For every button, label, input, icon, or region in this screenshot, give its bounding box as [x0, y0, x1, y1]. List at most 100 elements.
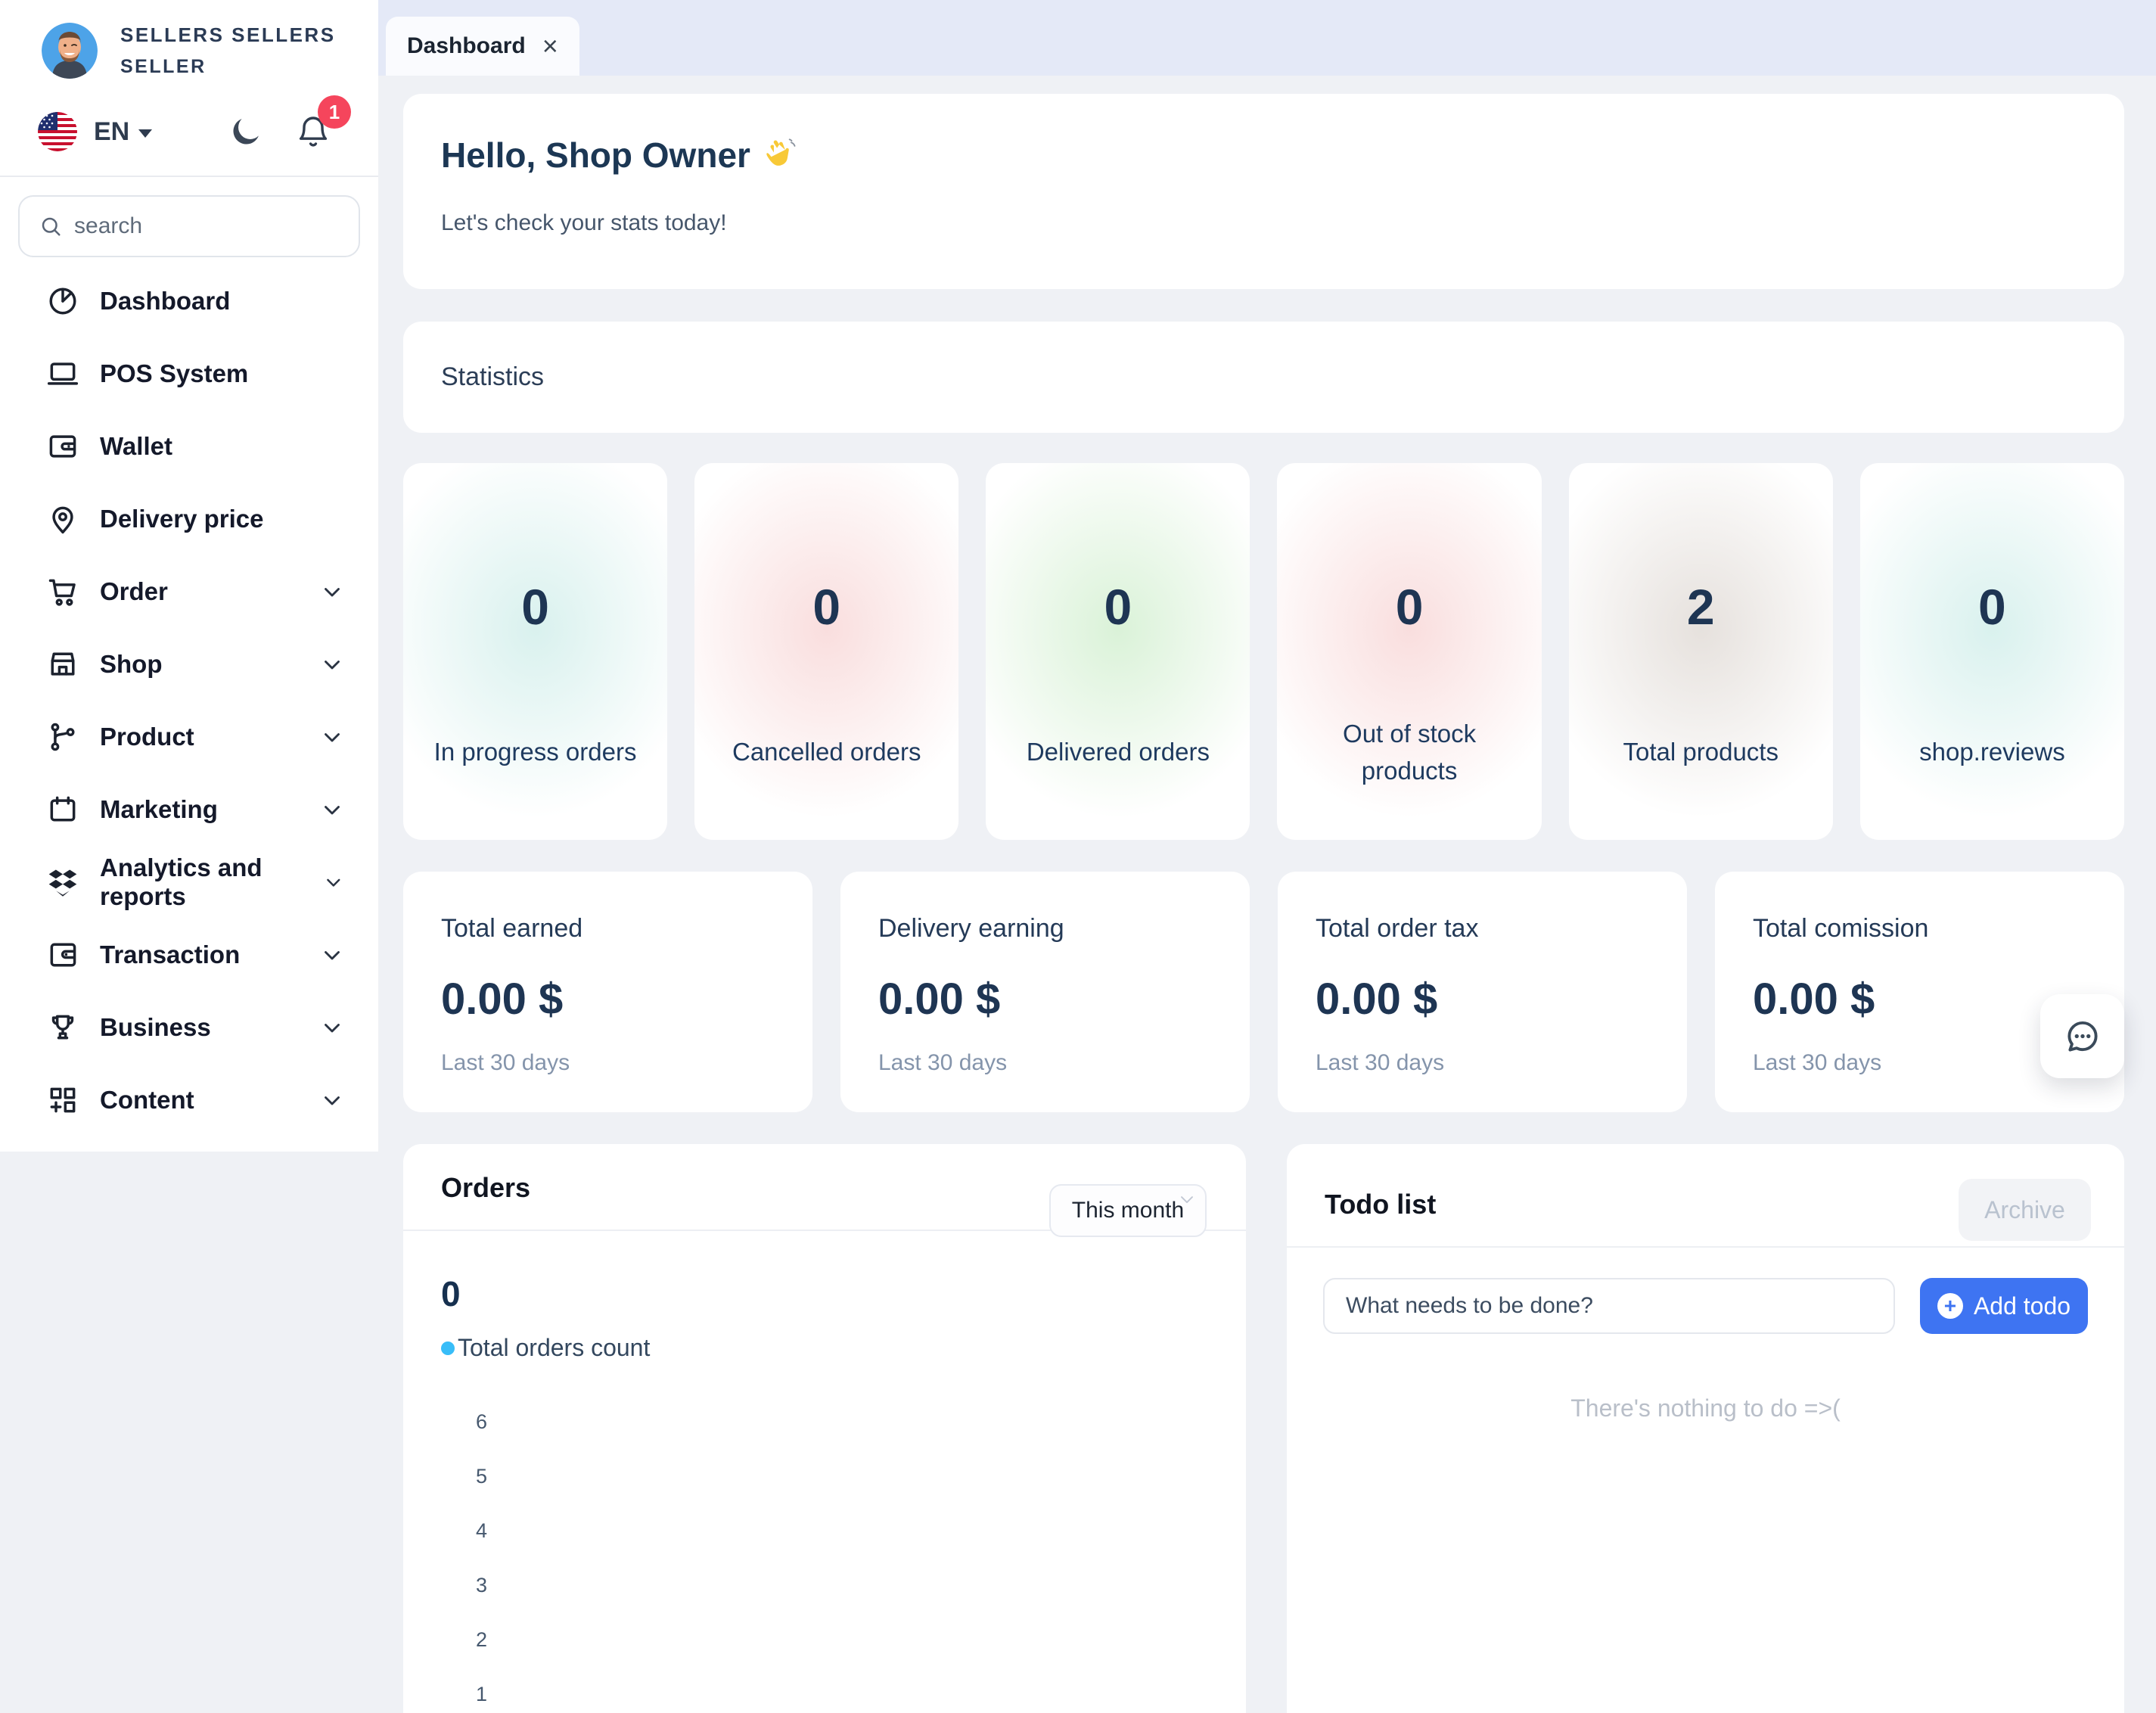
- y-axis-tick: 6: [476, 1410, 488, 1433]
- earning-cards-row: Total earned 0.00 $ Last 30 days Deliver…: [403, 872, 2124, 1112]
- greeting-card: Hello, Shop Owner Let's check your stats…: [403, 94, 2124, 289]
- content-grid-icon: [45, 1083, 80, 1117]
- analytics-icon: [45, 866, 80, 899]
- stat-card-out-of-stock-products: 0 Out of stock products: [1277, 463, 1542, 840]
- chevron-down-icon: [325, 1096, 340, 1105]
- bottom-row: Orders This month 0 Total orders count: [403, 1144, 2124, 1713]
- tab-dashboard[interactable]: Dashboard ×: [386, 17, 579, 76]
- orders-title: Orders: [441, 1172, 531, 1203]
- sidebar-item-marketing[interactable]: Marketing: [0, 773, 378, 846]
- chevron-down-icon: [1181, 1196, 1193, 1204]
- chevron-down-icon: [325, 588, 340, 597]
- search-input[interactable]: [74, 213, 339, 239]
- chevron-down-icon: [325, 951, 340, 960]
- cart-icon: [45, 575, 80, 608]
- earning-card-total-earned: Total earned 0.00 $ Last 30 days: [403, 872, 812, 1112]
- todo-empty-state: There's nothing to do =>(: [1570, 1394, 1841, 1422]
- stat-value: 0: [812, 579, 841, 635]
- map-pin-icon: [45, 502, 80, 536]
- chevron-down-icon: [327, 878, 340, 887]
- chevron-down-icon: [138, 129, 153, 138]
- sidebar-item-content[interactable]: Content: [0, 1064, 378, 1136]
- language-selector[interactable]: EN: [94, 117, 130, 146]
- notification-badge: 1: [318, 95, 351, 129]
- notifications-button[interactable]: 1: [295, 95, 351, 150]
- todo-header: Todo list Archive: [1287, 1144, 2124, 1248]
- todo-title: Todo list: [1325, 1189, 1437, 1220]
- y-axis-tick: 5: [476, 1464, 488, 1488]
- orders-card: Orders This month 0 Total orders count: [403, 1144, 1246, 1713]
- chat-fab-button[interactable]: [2040, 994, 2124, 1078]
- chevron-down-icon: [325, 1024, 340, 1033]
- orders-header: Orders This month: [403, 1144, 1246, 1237]
- y-axis-tick: 2: [476, 1628, 488, 1651]
- sidebar-item-business[interactable]: Business: [0, 991, 378, 1064]
- sidebar-item-dashboard[interactable]: Dashboard: [0, 265, 378, 337]
- sidebar-search[interactable]: [18, 195, 360, 257]
- stat-value: 0: [521, 579, 549, 635]
- sidebar: SELLERS SELLERS SELLER: [0, 0, 378, 1152]
- archive-button[interactable]: Archive: [1959, 1179, 2091, 1241]
- chevron-down-icon: [325, 661, 340, 670]
- stat-label: In progress orders: [433, 738, 637, 766]
- bell-icon: [299, 117, 328, 147]
- close-icon[interactable]: ×: [542, 30, 558, 61]
- stat-label: shop.reviews: [1919, 738, 2065, 766]
- sidebar-item-order[interactable]: Order: [0, 555, 378, 628]
- stat-card-shop-reviews: 0 shop.reviews: [1859, 463, 2124, 840]
- avatar: [42, 23, 98, 79]
- sidebar-item-analytics-and-reports[interactable]: Analytics and reports: [0, 846, 378, 919]
- page-title: Hello, Shop Owner: [441, 135, 2086, 176]
- stat-cards-row: 0 In progress orders 0 Cancelled orders …: [403, 463, 2124, 840]
- stat-value: 0: [1395, 579, 1424, 635]
- sidebar-item-product[interactable]: Product: [0, 701, 378, 773]
- sidebar-item-wallet[interactable]: Wallet: [0, 410, 378, 483]
- stat-value: 2: [1686, 579, 1715, 635]
- stat-value: 0: [1978, 579, 2006, 635]
- chevron-down-icon: [325, 733, 340, 742]
- stat-card-in-progress-orders: 0 In progress orders: [403, 463, 668, 840]
- todo-input[interactable]: [1323, 1278, 1895, 1334]
- sidebar-item-delivery-price[interactable]: Delivery price: [0, 483, 378, 555]
- dashboard-content: Hello, Shop Owner Let's check your stats…: [378, 76, 2156, 1713]
- stat-card-cancelled-orders: 0 Cancelled orders: [694, 463, 959, 840]
- stat-card-delivered-orders: 0 Delivered orders: [986, 463, 1250, 840]
- dark-mode-toggle[interactable]: [228, 114, 263, 149]
- us-flag-icon: [38, 112, 77, 151]
- earning-card-delivery-earning: Delivery earning 0.00 $ Last 30 days: [840, 872, 1250, 1112]
- wallet-icon: [45, 430, 80, 463]
- sidebar-nav: Dashboard POS System Wallet: [0, 265, 378, 1136]
- orders-legend: Total orders count: [441, 1334, 1208, 1362]
- orders-total-count: 0: [441, 1274, 461, 1314]
- stat-card-total-products: 2 Total products: [1568, 463, 1833, 840]
- user-name: SELLERS SELLERS: [120, 23, 336, 46]
- todo-card: Todo list Archive + Add todo There's not…: [1287, 1144, 2124, 1713]
- transaction-wallet-icon: [45, 938, 80, 972]
- stat-label: Delivered orders: [1026, 738, 1210, 766]
- greeting-subtitle: Let's check your stats today!: [441, 210, 727, 235]
- storefront-icon: [45, 648, 80, 681]
- add-todo-button[interactable]: + Add todo: [1920, 1278, 2088, 1334]
- orders-body: 0 Total orders count 6 5 4 3 2 1: [403, 1231, 1246, 1713]
- orders-period-select[interactable]: This month: [1049, 1184, 1207, 1237]
- y-axis-tick: 1: [476, 1682, 488, 1705]
- user-profile[interactable]: SELLERS SELLERS SELLER: [0, 23, 378, 79]
- statistics-card: Statistics: [403, 322, 2124, 433]
- sidebar-item-transaction[interactable]: Transaction: [0, 919, 378, 991]
- laptop-icon: [45, 357, 80, 390]
- stat-label: Out of stock products: [1343, 719, 1477, 785]
- calendar-icon: [45, 793, 80, 826]
- pie-chart-icon: [45, 284, 80, 318]
- waving-hand-icon: [766, 138, 796, 166]
- search-icon: [42, 217, 61, 236]
- stat-label: Total products: [1623, 738, 1779, 766]
- orders-chart: 6 5 4 3 2 1: [441, 1394, 1208, 1713]
- legend-dot-icon: [441, 1341, 455, 1355]
- y-axis-tick: 3: [476, 1573, 488, 1596]
- todo-body: + Add todo There's nothing to do =>(: [1287, 1248, 2124, 1422]
- stat-value: 0: [1104, 579, 1132, 635]
- sidebar-item-pos-system[interactable]: POS System: [0, 337, 378, 410]
- main-area: Dashboard × Hello, Shop Owner Let's chec…: [378, 0, 2156, 1713]
- sidebar-item-shop[interactable]: Shop: [0, 628, 378, 701]
- moon-icon: [233, 119, 259, 145]
